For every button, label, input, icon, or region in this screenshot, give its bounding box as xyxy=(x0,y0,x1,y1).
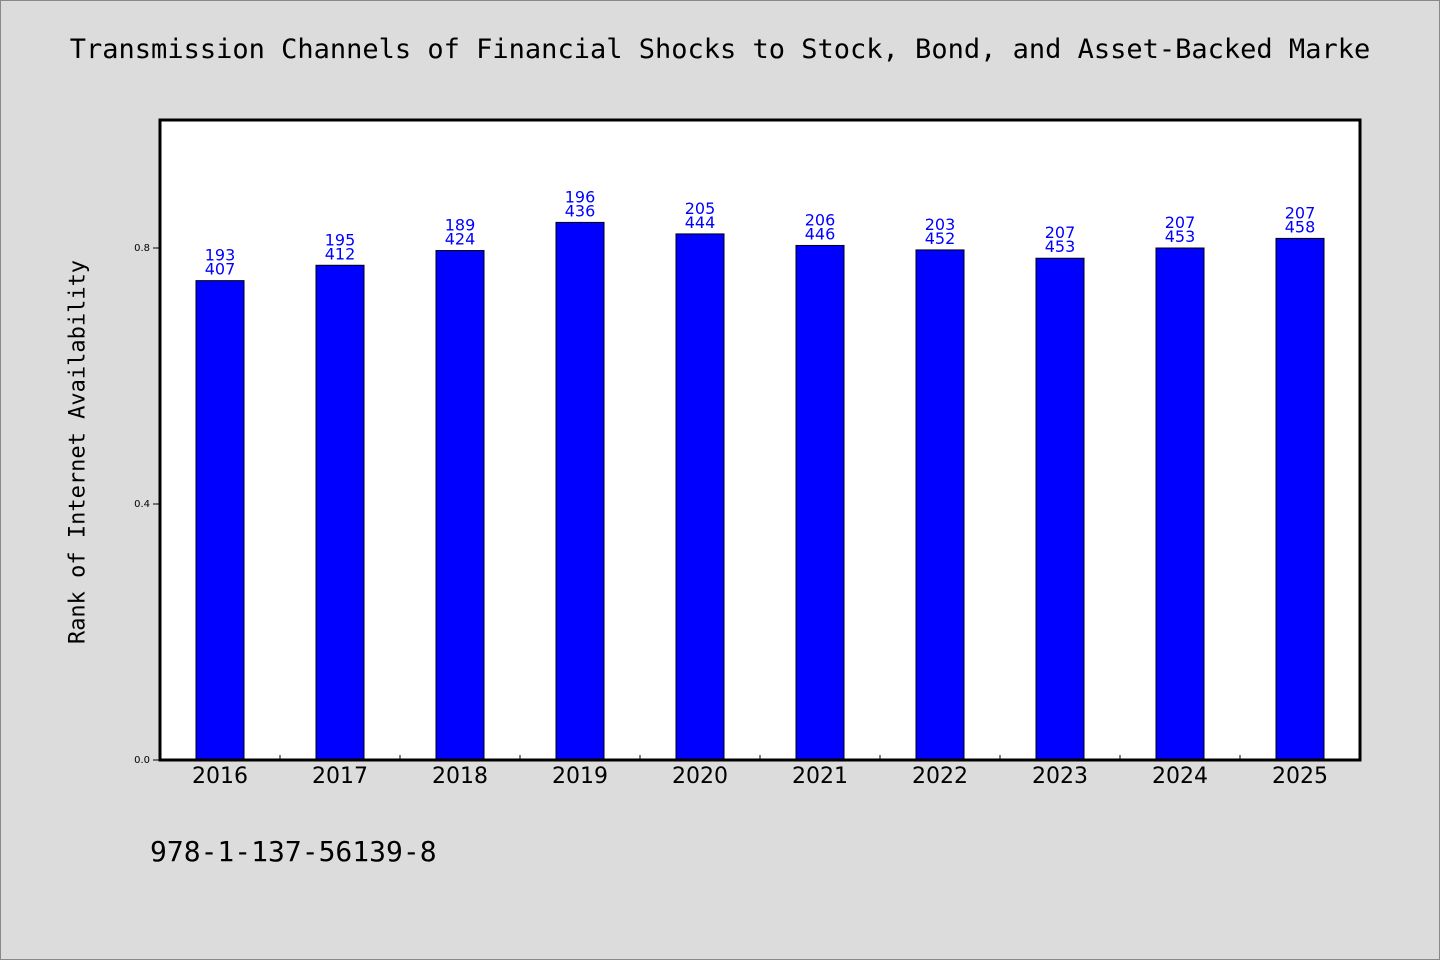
bar xyxy=(795,244,845,761)
bar-label-top: 196 xyxy=(565,187,596,206)
bar-label-bottom: 412 xyxy=(325,244,356,263)
bar-label-bottom: 407 xyxy=(205,260,236,279)
bar-label-bottom: 436 xyxy=(565,201,596,220)
x-tick-label: 2018 xyxy=(432,764,488,789)
isbn-footnote: 978-1-137-56139-8 xyxy=(150,835,437,868)
bar-label-bottom: 424 xyxy=(445,230,476,249)
bar xyxy=(555,221,605,761)
x-tick-label: 2019 xyxy=(552,764,608,789)
bar-label-bottom: 453 xyxy=(1165,227,1196,246)
bar-label-bottom: 458 xyxy=(1285,217,1316,236)
bar xyxy=(915,249,965,761)
bar-label-bottom: 453 xyxy=(1045,237,1076,256)
bar xyxy=(1155,247,1205,761)
x-tick-label: 2025 xyxy=(1272,764,1328,789)
bar-label-top: 207 xyxy=(1165,213,1196,232)
x-tick-label: 2024 xyxy=(1152,764,1208,789)
chart-title: Transmission Channels of Financial Shock… xyxy=(69,34,1371,65)
x-tick-label: 2016 xyxy=(192,764,248,789)
bar-label-top: 203 xyxy=(925,215,956,234)
bar xyxy=(1035,257,1085,761)
x-tick-label: 2023 xyxy=(1032,764,1088,789)
x-tick-label: 2021 xyxy=(792,764,848,789)
bar xyxy=(435,250,485,761)
plot-border xyxy=(158,118,1362,762)
bar-label-top: 195 xyxy=(325,230,356,249)
bar-label-top: 207 xyxy=(1285,203,1316,222)
bar-label-top: 193 xyxy=(205,246,236,265)
bar-label-bottom: 444 xyxy=(685,213,716,232)
bar-label-top: 207 xyxy=(1045,223,1076,242)
x-tick-label: 2017 xyxy=(312,764,368,789)
bar-label-top: 205 xyxy=(685,199,716,218)
y-tick-label: 0.0 xyxy=(134,755,150,766)
y-tick-label: 0.8 xyxy=(134,243,150,254)
x-tick-label: 2020 xyxy=(672,764,728,789)
x-tick-label: 2022 xyxy=(912,764,968,789)
bar xyxy=(1275,237,1325,761)
bar-label-top: 189 xyxy=(445,216,476,235)
bar-label-top: 206 xyxy=(805,210,836,229)
y-tick-label: 0.4 xyxy=(134,499,150,510)
bar-label-bottom: 452 xyxy=(925,229,956,248)
bar xyxy=(675,233,725,761)
bar xyxy=(315,264,365,761)
bar xyxy=(195,280,245,761)
bar-label-bottom: 446 xyxy=(805,224,836,243)
